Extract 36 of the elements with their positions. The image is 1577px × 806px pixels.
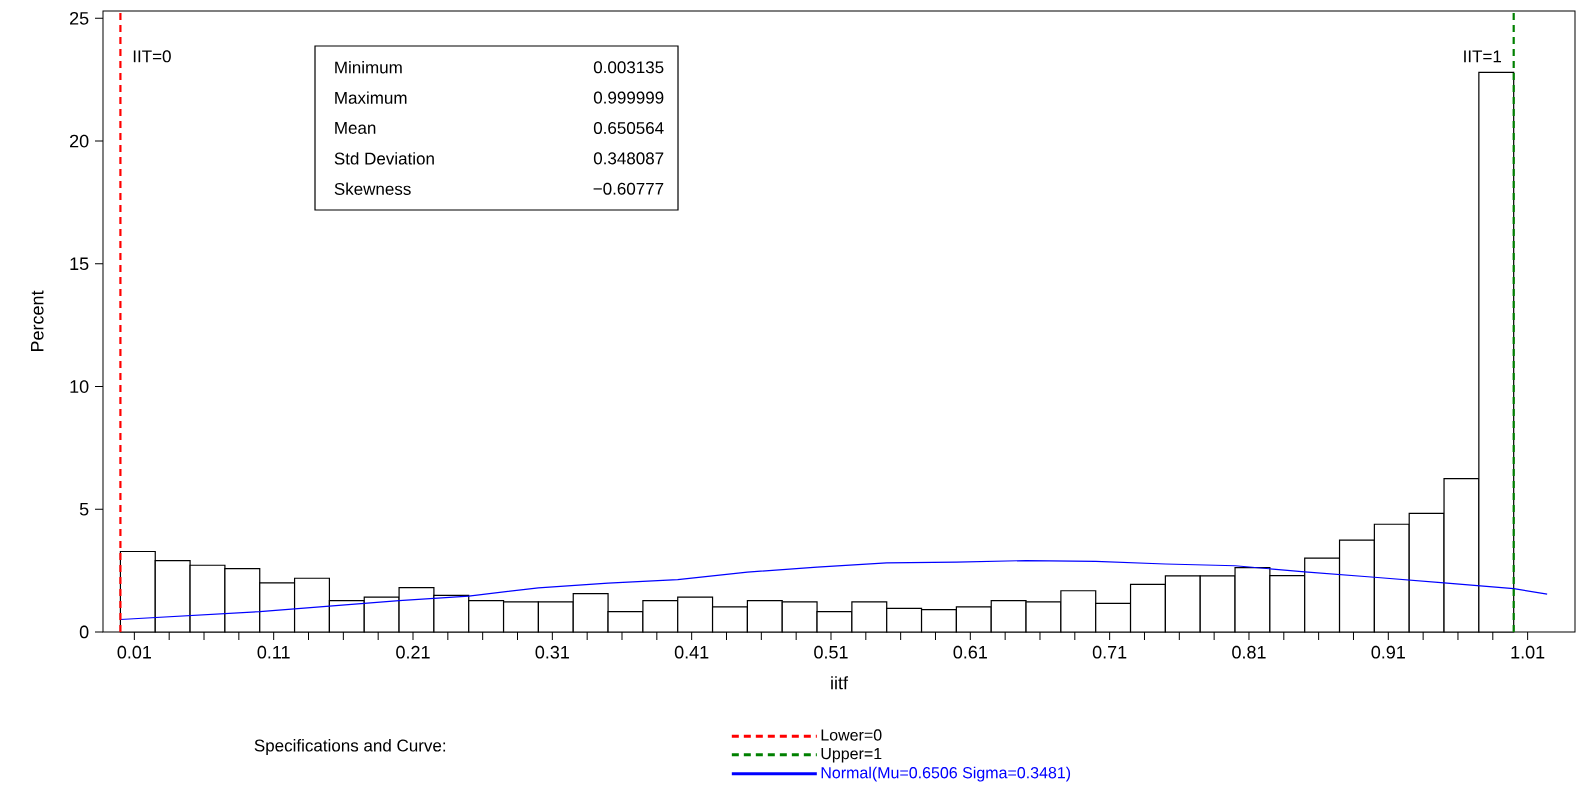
y-tick-label: 10 bbox=[70, 380, 89, 393]
annotation: 0.650564 bbox=[593, 121, 664, 135]
x-tick-label: 0.31 bbox=[535, 645, 569, 659]
x-tick-label: 0.71 bbox=[1092, 645, 1127, 659]
y-tick-label: 15 bbox=[70, 257, 89, 271]
legend-title: Specifications and Curve: bbox=[254, 739, 446, 755]
y-tick-label: 20 bbox=[70, 134, 89, 148]
ref-line-label: IIT=1 bbox=[1464, 50, 1502, 63]
x-tick-label: 0.81 bbox=[1232, 645, 1266, 659]
y-tick-label: 0 bbox=[79, 625, 89, 639]
annotation: Std Deviation bbox=[334, 152, 434, 165]
x-tick-label: 1.01 bbox=[1511, 645, 1545, 659]
x-tick-label: 0.01 bbox=[117, 645, 151, 659]
annotation: 0.999999 bbox=[593, 91, 664, 104]
annotation: 0.348087 bbox=[593, 152, 664, 165]
x-tick-label: 0.51 bbox=[814, 645, 848, 659]
text: Normal(Mu=0.6506 Sigma=0.3481) bbox=[821, 766, 1071, 782]
y-tick-label: 5 bbox=[79, 502, 89, 516]
x-tick-label: 0.41 bbox=[674, 645, 709, 659]
text: Lower=0 bbox=[821, 729, 882, 741]
text: Upper=1 bbox=[821, 748, 882, 763]
x-tick-label: 0.91 bbox=[1371, 645, 1405, 659]
annotation: Mean bbox=[335, 122, 376, 134]
annotation: Minimum bbox=[335, 61, 402, 74]
x-tick-label: 0.61 bbox=[953, 645, 987, 659]
x-tick-label: 0.11 bbox=[257, 645, 290, 659]
y-tick-label: 25 bbox=[70, 11, 89, 25]
annotation: Maximum bbox=[335, 91, 407, 104]
x-tick-label: 0.21 bbox=[396, 645, 430, 659]
line-series bbox=[119, 559, 1548, 621]
y-axis-title: Percent bbox=[31, 290, 44, 352]
annotation: 0.003135 bbox=[593, 61, 664, 74]
annotation: −0.60777 bbox=[593, 182, 664, 195]
ref-line-label: IIT=0 bbox=[133, 50, 171, 63]
annotation: Skewness bbox=[334, 182, 411, 195]
x-axis-title: iitf bbox=[831, 676, 849, 690]
